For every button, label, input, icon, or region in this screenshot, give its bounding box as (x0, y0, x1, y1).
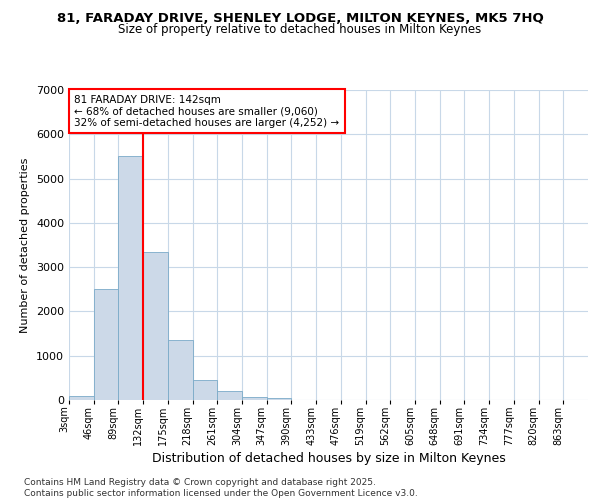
Bar (69, 396, 94, 400)
Text: 81, FARADAY DRIVE, SHENLEY LODGE, MILTON KEYNES, MK5 7HQ: 81, FARADAY DRIVE, SHENLEY LODGE, MILTON… (56, 12, 544, 26)
Bar (217, 391, 242, 400)
Text: Size of property relative to detached houses in Milton Keynes: Size of property relative to detached ho… (118, 22, 482, 36)
Bar (94, 290, 118, 400)
Text: 81 FARADAY DRIVE: 142sqm
← 68% of detached houses are smaller (9,060)
32% of sem: 81 FARADAY DRIVE: 142sqm ← 68% of detach… (74, 94, 340, 128)
Text: Contains HM Land Registry data © Crown copyright and database right 2025.
Contai: Contains HM Land Registry data © Crown c… (24, 478, 418, 498)
Bar (267, 398, 292, 400)
X-axis label: Distribution of detached houses by size in Milton Keynes: Distribution of detached houses by size … (152, 452, 505, 465)
Y-axis label: Number of detached properties: Number of detached properties (20, 158, 31, 332)
Bar (193, 380, 217, 400)
Bar (118, 156, 143, 400)
Bar (143, 252, 168, 400)
Bar (242, 396, 267, 400)
Bar (168, 340, 193, 400)
